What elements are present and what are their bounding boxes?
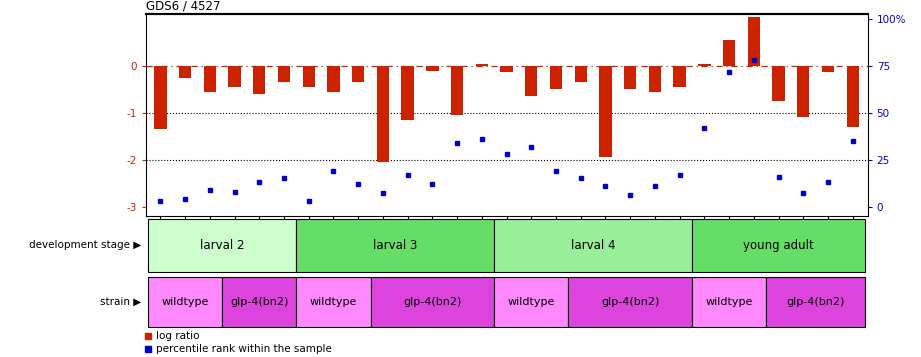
Bar <box>148 277 222 327</box>
Bar <box>495 219 692 272</box>
Bar <box>568 277 692 327</box>
Bar <box>797 66 810 117</box>
Text: percentile rank within the sample: percentile rank within the sample <box>156 344 332 354</box>
Bar <box>525 66 538 96</box>
Bar <box>352 66 365 82</box>
Bar <box>723 40 735 66</box>
Text: development stage ▶: development stage ▶ <box>29 240 141 251</box>
Bar <box>451 66 463 115</box>
Bar <box>253 66 265 94</box>
Text: strain ▶: strain ▶ <box>99 297 141 307</box>
Bar <box>822 66 834 71</box>
Bar <box>377 66 389 162</box>
Text: glp-4(bn2): glp-4(bn2) <box>787 297 845 307</box>
Bar <box>600 66 612 157</box>
Bar <box>370 277 495 327</box>
Text: wildtype: wildtype <box>309 297 357 307</box>
Bar <box>204 66 216 92</box>
Bar <box>550 66 562 89</box>
Bar <box>748 17 760 66</box>
Bar <box>327 66 340 92</box>
Bar <box>179 66 192 77</box>
Text: larval 2: larval 2 <box>200 239 244 252</box>
Bar <box>766 277 865 327</box>
Bar <box>692 219 865 272</box>
Text: glp-4(bn2): glp-4(bn2) <box>601 297 659 307</box>
Text: GDS6 / 4527: GDS6 / 4527 <box>146 0 220 12</box>
Bar <box>402 66 414 120</box>
Bar <box>426 66 438 71</box>
Text: larval 3: larval 3 <box>373 239 417 252</box>
Bar <box>846 66 859 127</box>
Bar <box>624 66 636 89</box>
Bar <box>495 277 568 327</box>
Bar <box>278 66 290 82</box>
Bar <box>673 66 686 87</box>
Text: glp-4(bn2): glp-4(bn2) <box>403 297 461 307</box>
Text: larval 4: larval 4 <box>571 239 615 252</box>
Text: wildtype: wildtype <box>705 297 752 307</box>
Bar <box>692 277 766 327</box>
Text: log ratio: log ratio <box>156 331 199 341</box>
Bar <box>575 66 587 82</box>
Text: wildtype: wildtype <box>507 297 555 307</box>
Bar <box>222 277 297 327</box>
Text: wildtype: wildtype <box>161 297 209 307</box>
Bar <box>475 64 488 66</box>
Bar <box>500 66 513 71</box>
Bar <box>154 66 167 129</box>
Text: young adult: young adult <box>743 239 814 252</box>
Bar <box>297 277 370 327</box>
Bar <box>228 66 240 87</box>
Bar <box>302 66 315 87</box>
Bar <box>648 66 661 92</box>
Bar <box>297 219 495 272</box>
Bar <box>698 64 711 66</box>
Text: glp-4(bn2): glp-4(bn2) <box>230 297 288 307</box>
Bar <box>773 66 785 101</box>
Bar <box>148 219 297 272</box>
